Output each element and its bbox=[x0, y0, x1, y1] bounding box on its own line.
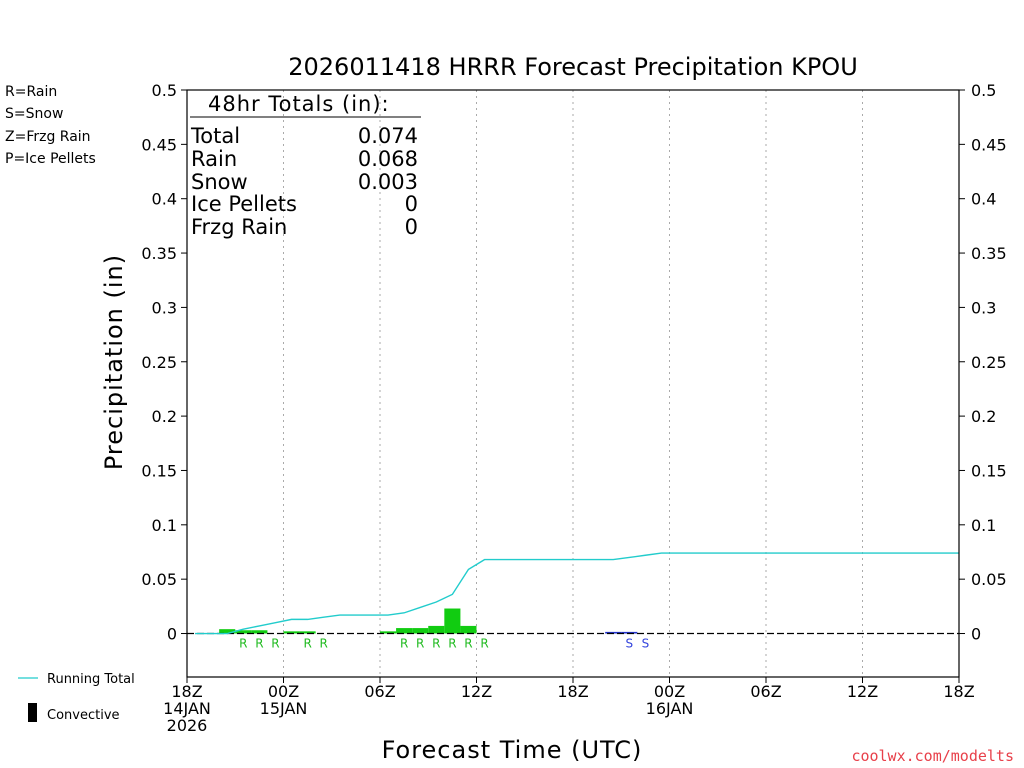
convective-legend-label: Convective bbox=[47, 708, 120, 723]
precip-bar-5 bbox=[380, 631, 397, 634]
y-tick-left-label-1: 0.05 bbox=[141, 570, 177, 589]
y-tick-left-label-6: 0.3 bbox=[152, 298, 177, 317]
y-tick-left-label-2: 0.1 bbox=[152, 516, 177, 535]
y-tick-left-label-3: 0.15 bbox=[141, 461, 177, 480]
type-marker-12: S bbox=[642, 637, 650, 651]
y-tick-left-label-9: 0.45 bbox=[141, 135, 177, 154]
x-tick-label-3-0: 12Z bbox=[461, 682, 492, 701]
type-marker-6: R bbox=[416, 637, 424, 651]
y-tick-right-label-7: 0.35 bbox=[971, 244, 1007, 263]
totals-value-frzg-rain: 0 bbox=[405, 215, 418, 239]
running-total-polyline bbox=[195, 552, 959, 635]
totals-value-total: 0.074 bbox=[358, 124, 418, 148]
type-marker-10: R bbox=[480, 637, 488, 651]
x-tick-label-0-0: 18Z bbox=[171, 682, 202, 701]
precip-bar-12 bbox=[621, 631, 638, 634]
convective-swatch bbox=[28, 703, 37, 722]
x-tick-label-2-0: 06Z bbox=[364, 682, 395, 701]
x-tick-label-8-0: 18Z bbox=[943, 682, 974, 701]
totals-label-ice-pellets: Ice Pellets bbox=[191, 192, 297, 216]
x-tick-label-4-0: 18Z bbox=[557, 682, 588, 701]
totals-label-rain: Rain bbox=[191, 147, 237, 171]
y-tick-right-label-6: 0.3 bbox=[971, 298, 996, 317]
y-tick-left-label-5: 0.25 bbox=[141, 353, 177, 372]
precip-bar-4 bbox=[299, 631, 316, 634]
y-tick-left-label-8: 0.4 bbox=[152, 190, 177, 209]
precip-bar-10 bbox=[460, 625, 477, 634]
precip-bar-8 bbox=[428, 625, 445, 634]
type-marker-1: R bbox=[255, 637, 263, 651]
type-marker-7: R bbox=[432, 637, 440, 651]
y-tick-right-label-5: 0.25 bbox=[971, 353, 1007, 372]
precip-bar-11 bbox=[605, 631, 622, 634]
chart-title: 2026011418 HRRR Forecast Precipitation K… bbox=[288, 53, 858, 81]
y-tick-right-label-2: 0.1 bbox=[971, 516, 996, 535]
y-tick-right-label-3: 0.15 bbox=[971, 461, 1007, 480]
x-tick-label-0-2: 2026 bbox=[167, 716, 208, 735]
totals-value-ice-pellets: 0 bbox=[405, 192, 418, 216]
type-marker-11: S bbox=[625, 637, 633, 651]
precip-bar-1 bbox=[235, 630, 252, 634]
precip-bar-3 bbox=[283, 631, 300, 634]
x-tick-label-1-1: 15JAN bbox=[260, 699, 308, 718]
y-tick-left-label-10: 0.5 bbox=[152, 81, 177, 100]
totals-value-snow: 0.003 bbox=[358, 170, 418, 194]
precip-bar-6 bbox=[396, 628, 413, 634]
y-tick-right-label-10: 0.5 bbox=[971, 81, 996, 100]
type-legend-rain: R=Rain bbox=[5, 84, 57, 100]
running-total-legend-label: Running Total bbox=[47, 672, 135, 687]
type-marker-0: R bbox=[239, 637, 247, 651]
type-marker-4: R bbox=[320, 637, 328, 651]
y-tick-right-label-0: 0 bbox=[971, 625, 981, 644]
running-total-line bbox=[195, 552, 959, 635]
y-tick-right-label-8: 0.4 bbox=[971, 190, 996, 209]
type-marker-5: R bbox=[400, 637, 408, 651]
type-legend: R=Rain S=Snow Z=Frzg Rain P=Ice Pellets bbox=[5, 84, 96, 167]
type-marker-8: R bbox=[448, 637, 456, 651]
y-tick-right-label-1: 0.05 bbox=[971, 570, 1007, 589]
x-tick-label-5-0: 00Z bbox=[654, 682, 685, 701]
type-legend-frzg-rain: Z=Frzg Rain bbox=[5, 129, 91, 145]
totals-label-frzg-rain: Frzg Rain bbox=[191, 215, 287, 239]
series-legend: Running Total Convective bbox=[18, 672, 135, 723]
precip-bar-9 bbox=[444, 608, 461, 634]
y-tick-left-label-7: 0.35 bbox=[141, 244, 177, 263]
y-axis-label: Precipitation (in) bbox=[100, 254, 128, 470]
y-tick-right-label-4: 0.2 bbox=[971, 407, 996, 426]
type-marker-2: R bbox=[271, 637, 279, 651]
x-tick-label-1-0: 00Z bbox=[268, 682, 299, 701]
type-legend-ice-pellets: P=Ice Pellets bbox=[5, 151, 96, 167]
x-tick-label-0-1: 14JAN bbox=[163, 699, 211, 718]
totals-box: 48hr Totals (in): Total 0.074 Rain 0.068… bbox=[190, 92, 421, 239]
y-tick-labels: 0 00.05 0.050.1 0.10.15 0.150.2 0.20.25 0.250.… bbox=[141, 81, 1006, 644]
x-tick-label-5-1: 16JAN bbox=[646, 699, 694, 718]
type-marker-9: R bbox=[464, 637, 472, 651]
precip-bar-7 bbox=[412, 628, 429, 634]
totals-heading: 48hr Totals (in): bbox=[208, 92, 390, 116]
precip-bar-2 bbox=[251, 630, 268, 634]
precip-bars bbox=[219, 608, 638, 634]
y-tick-right-label-9: 0.45 bbox=[971, 135, 1007, 154]
totals-value-rain: 0.068 bbox=[358, 147, 418, 171]
totals-label-total: Total bbox=[190, 124, 240, 148]
x-axis-label: Forecast Time (UTC) bbox=[382, 736, 643, 764]
x-tick-label-7-0: 12Z bbox=[847, 682, 878, 701]
totals-label-snow: Snow bbox=[191, 170, 248, 194]
y-tick-left-label-4: 0.2 bbox=[152, 407, 177, 426]
type-legend-snow: S=Snow bbox=[5, 106, 63, 122]
precip-bar-0 bbox=[219, 629, 236, 634]
credit-text: coolwx.com/modelts bbox=[851, 747, 1014, 765]
y-tick-left-label-0: 0 bbox=[167, 625, 177, 644]
type-marker-3: R bbox=[303, 637, 311, 651]
x-tick-label-6-0: 06Z bbox=[750, 682, 781, 701]
grid-lines bbox=[283, 90, 863, 677]
